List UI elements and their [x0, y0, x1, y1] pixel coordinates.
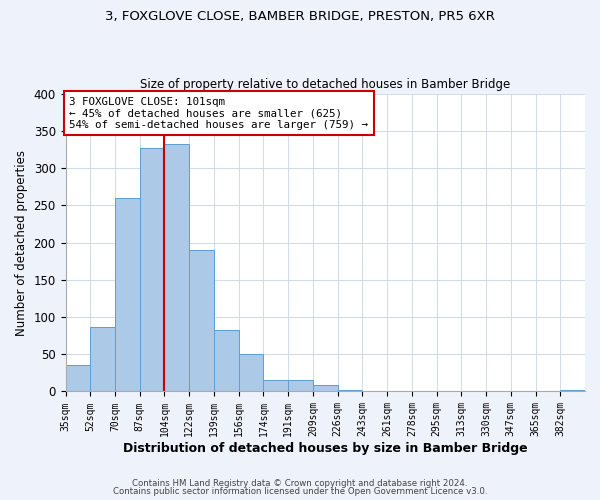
Text: 3 FOXGLOVE CLOSE: 101sqm
← 45% of detached houses are smaller (625)
54% of semi-: 3 FOXGLOVE CLOSE: 101sqm ← 45% of detach… [69, 96, 368, 130]
Bar [338, 390, 362, 392]
Bar [115, 198, 140, 392]
Bar [214, 330, 239, 392]
Text: 3, FOXGLOVE CLOSE, BAMBER BRIDGE, PRESTON, PR5 6XR: 3, FOXGLOVE CLOSE, BAMBER BRIDGE, PRESTO… [105, 10, 495, 23]
Bar [164, 144, 189, 392]
Bar [288, 380, 313, 392]
Bar [263, 380, 288, 392]
Text: Contains HM Land Registry data © Crown copyright and database right 2024.: Contains HM Land Registry data © Crown c… [132, 478, 468, 488]
Bar [140, 148, 164, 392]
Bar [65, 366, 90, 392]
Bar [90, 326, 115, 392]
X-axis label: Distribution of detached houses by size in Bamber Bridge: Distribution of detached houses by size … [123, 442, 527, 455]
Title: Size of property relative to detached houses in Bamber Bridge: Size of property relative to detached ho… [140, 78, 511, 91]
Text: Contains public sector information licensed under the Open Government Licence v3: Contains public sector information licen… [113, 487, 487, 496]
Y-axis label: Number of detached properties: Number of detached properties [15, 150, 28, 336]
Bar [560, 390, 585, 392]
Bar [313, 385, 338, 392]
Bar [239, 354, 263, 392]
Bar [189, 250, 214, 392]
